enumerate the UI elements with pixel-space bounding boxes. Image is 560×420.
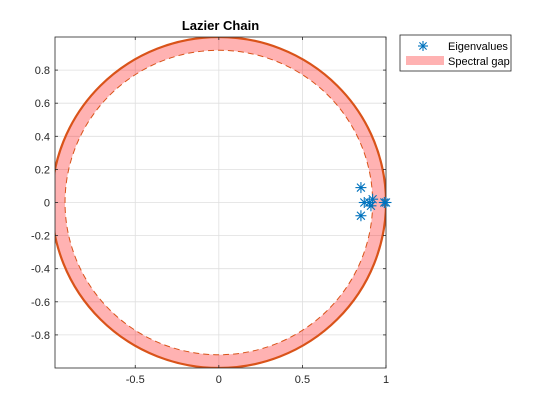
y-tick-label: -0.6 <box>31 297 50 309</box>
eigenvalue-point <box>378 197 390 208</box>
y-tick-label: -0.4 <box>31 264 50 276</box>
y-tick-label: 0.2 <box>35 164 50 176</box>
eigenvalue-point <box>358 197 370 208</box>
eigenvalue-point <box>355 182 367 194</box>
x-tick-label: 1 <box>383 374 389 386</box>
ticks: -0.5 0 0.5 1 -0.8 -0.6 -0.4 -0.2 0 0.2 0.4 0.6 0.8 <box>31 37 389 386</box>
legend-eigenvalues-marker <box>418 41 428 51</box>
y-tick-label: 0.8 <box>35 65 50 77</box>
grid <box>55 37 387 368</box>
legend-eigenvalues-label: Eigenvalues <box>448 41 508 53</box>
x-tick-label: -0.5 <box>126 374 145 386</box>
legend-spectral-gap-label: Spectral gap <box>448 56 510 68</box>
y-tick-label: 0.4 <box>35 131 50 143</box>
x-tick-label: 0 <box>216 374 222 386</box>
legend-spectral-gap-swatch <box>406 56 444 65</box>
legend-box <box>399 34 512 72</box>
eigenvalue-point <box>355 210 367 222</box>
x-tick-label: 0.5 <box>295 374 310 386</box>
y-tick-label: -0.2 <box>31 231 50 243</box>
legend[interactable]: Eigenvalues Spectral gap <box>399 34 512 72</box>
y-tick-label: -0.8 <box>31 330 50 342</box>
chart-title: Lazier Chain <box>182 18 259 33</box>
y-tick-label: 0.6 <box>35 98 50 110</box>
y-tick-label: 0 <box>44 198 50 210</box>
